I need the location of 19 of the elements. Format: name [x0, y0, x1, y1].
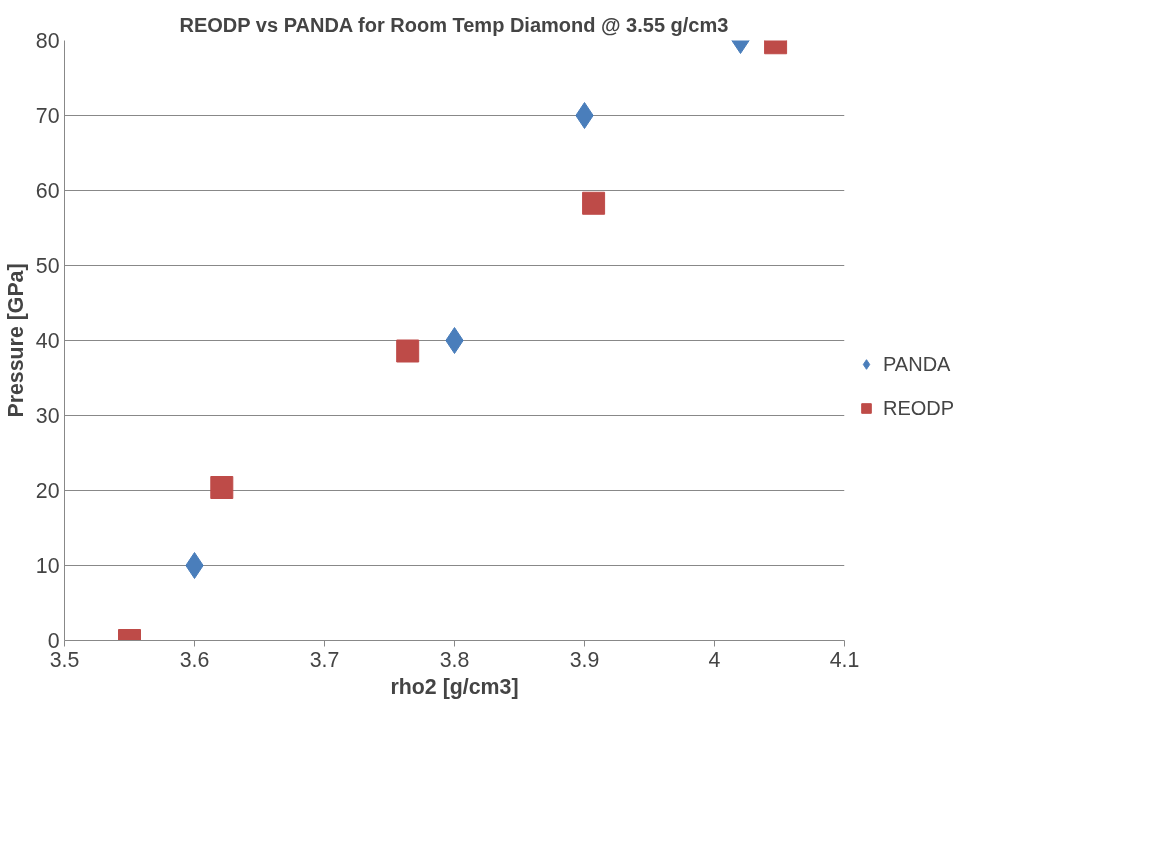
y-tick-label: 60 [35, 179, 60, 203]
y-tick-label: 80 [35, 29, 60, 53]
y-tick-label: 50 [35, 254, 60, 278]
y-axis-title: Pressure [GPa] [3, 263, 28, 418]
x-tick-label: 3.6 [179, 647, 210, 672]
x-tick-label: 4 [708, 647, 721, 672]
y-tick-label: 70 [35, 104, 60, 128]
y-tick-label: 30 [35, 404, 60, 428]
x-tick-label: 3.9 [569, 647, 600, 672]
y-tick-label: 10 [35, 554, 60, 578]
y-tick-label: 20 [35, 479, 60, 503]
legend-label: REODP [883, 396, 955, 420]
x-tick-label: 4.1 [829, 647, 860, 672]
legend-label: PANDA [883, 352, 951, 376]
y-tick-label: 40 [35, 329, 60, 353]
chart-title: REODP vs PANDA for Room Temp Diamond @ 3.55 g/cm3 [179, 13, 729, 36]
x-tick-label: 3.7 [309, 647, 340, 672]
x-axis-title: rho2 [g/cm3] [390, 674, 519, 699]
x-tick-label: 3.8 [439, 647, 470, 672]
